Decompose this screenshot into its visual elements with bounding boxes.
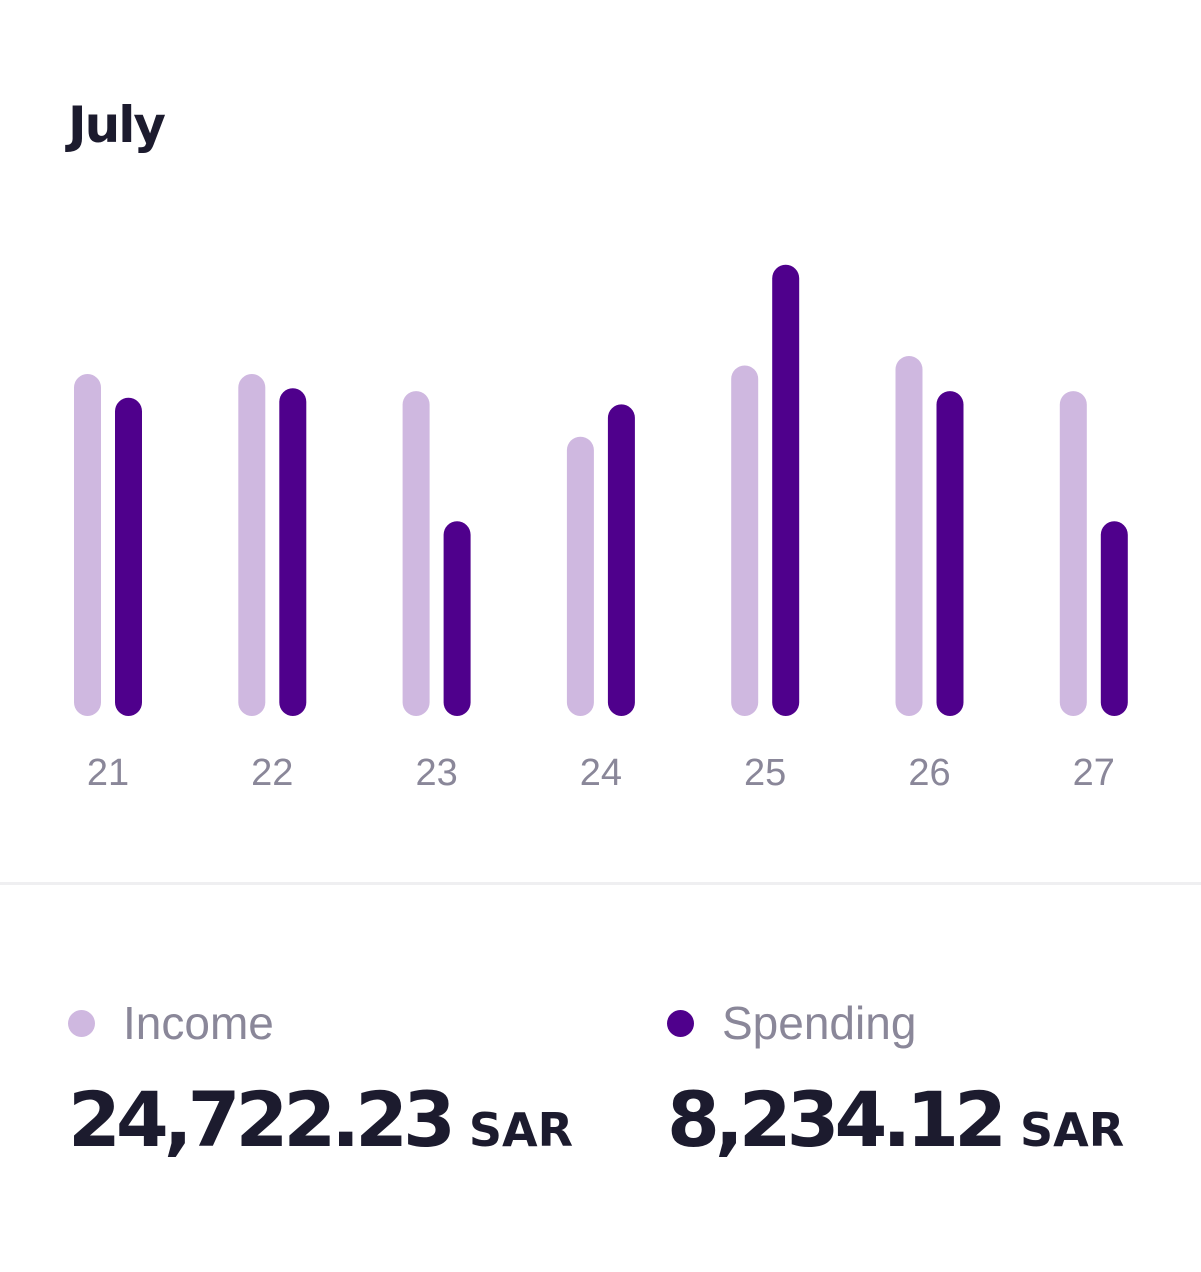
legend-item-spending: Spending [667, 995, 916, 1051]
x-tick-label: 22 [251, 752, 293, 794]
x-tick-label: 24 [580, 752, 622, 794]
divider [0, 882, 1201, 885]
bar-spending-22 [279, 388, 307, 716]
bar-spending-25 [772, 264, 800, 716]
spending-total: 8,234.12 SAR [667, 1082, 1124, 1158]
spending-currency: SAR [1020, 1103, 1125, 1157]
bar-income-23 [402, 391, 430, 716]
bar-spending-27 [1100, 521, 1128, 716]
x-tick-labels: 21 22 23 24 25 26 27 [87, 752, 1115, 794]
income-dot-icon [68, 1009, 95, 1037]
bar-spending-23 [443, 521, 471, 716]
bars-group [74, 264, 1128, 716]
bar-chart: 21 22 23 24 25 26 27 [74, 264, 1128, 794]
bar-income-27 [1059, 391, 1087, 716]
x-tick-label: 25 [744, 752, 786, 794]
bar-spending-21 [115, 397, 142, 716]
income-total: 24,722.23 SAR [68, 1082, 573, 1158]
chart-title: July [68, 96, 166, 154]
spending-amount: 8,234.12 [667, 1075, 1007, 1164]
bar-income-25 [731, 365, 759, 716]
bar-income-24 [566, 436, 594, 716]
x-tick-label: 27 [1073, 752, 1115, 794]
bar-income-26 [895, 355, 923, 716]
bar-income-21 [74, 374, 101, 716]
bar-spending-26 [936, 391, 964, 716]
x-tick-label: 21 [87, 752, 129, 794]
spending-label: Spending [722, 997, 917, 1049]
x-tick-label: 23 [415, 752, 457, 794]
income-currency: SAR [468, 1103, 574, 1157]
income-amount: 24,722.23 [68, 1075, 456, 1164]
x-tick-label: 26 [908, 752, 950, 794]
income-label: Income [123, 997, 274, 1049]
legend-item-income: Income [68, 995, 274, 1051]
bar-spending-24 [607, 404, 635, 716]
spending-dot-icon [667, 1009, 694, 1037]
bar-income-22 [238, 374, 266, 716]
